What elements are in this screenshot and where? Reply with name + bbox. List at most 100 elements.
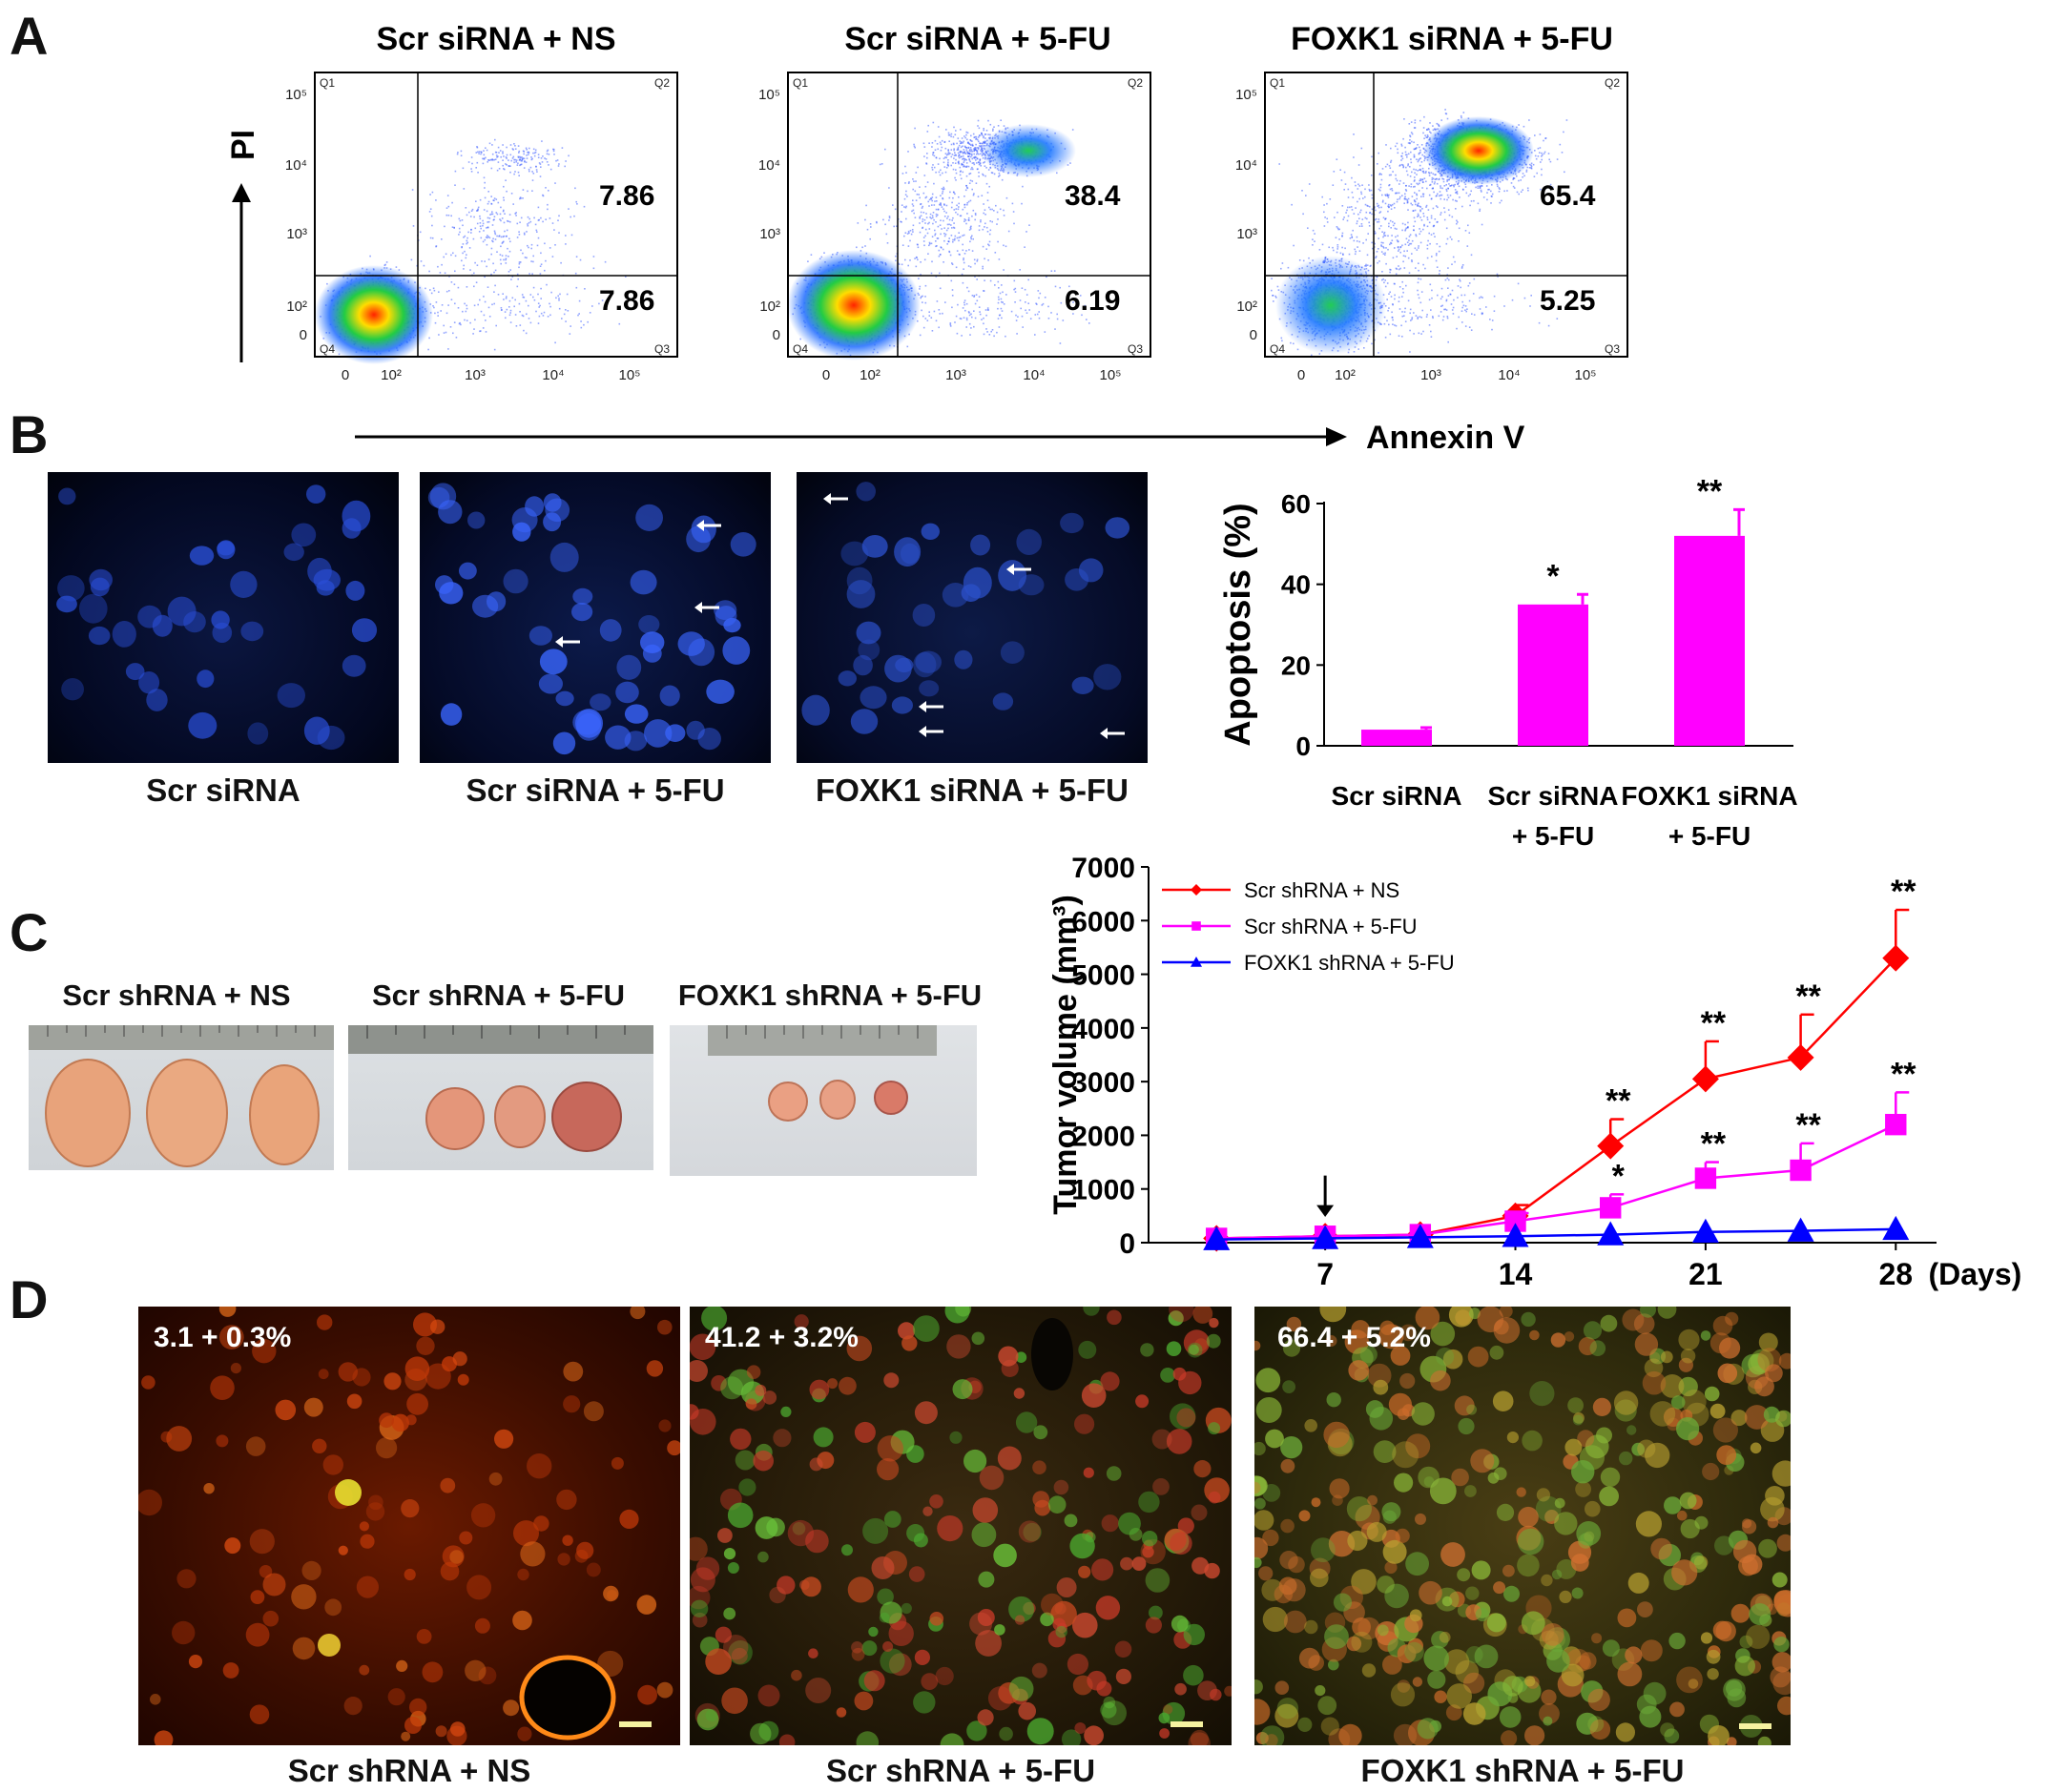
event-dot xyxy=(958,206,960,208)
event-dot xyxy=(906,233,909,235)
event-dot xyxy=(517,278,519,280)
event-dot xyxy=(450,281,453,283)
event-dot xyxy=(484,300,487,303)
event-dot xyxy=(955,266,958,269)
event-dot xyxy=(968,312,970,314)
event-dot xyxy=(962,235,963,237)
event-dot xyxy=(1347,351,1350,354)
event-dot xyxy=(524,160,526,163)
event-dot xyxy=(914,146,916,149)
event-dot xyxy=(907,230,910,233)
event-dot xyxy=(477,172,479,174)
event-dot xyxy=(528,318,530,319)
event-dot xyxy=(869,237,871,240)
event-dot xyxy=(919,334,922,337)
event-dot xyxy=(974,276,976,278)
event-dot xyxy=(920,274,922,276)
event-dot xyxy=(477,303,479,306)
event-dot xyxy=(1422,132,1424,134)
event-dot xyxy=(506,157,508,159)
event-dot xyxy=(509,144,512,146)
event-dot xyxy=(525,299,528,302)
event-dot xyxy=(912,188,914,191)
event-dot xyxy=(980,150,982,152)
event-dot xyxy=(502,236,505,238)
event-dot xyxy=(531,190,533,192)
event-dot xyxy=(928,244,930,247)
event-dot xyxy=(942,248,944,251)
event-dot xyxy=(971,188,973,191)
event-dot xyxy=(483,230,485,232)
event-dot xyxy=(953,191,955,194)
event-dot xyxy=(505,163,507,165)
event-dot xyxy=(502,210,505,213)
event-dot xyxy=(1336,251,1338,254)
event-dot xyxy=(1438,195,1440,197)
event-dot xyxy=(523,232,526,235)
event-dot xyxy=(518,266,520,269)
event-dot xyxy=(1389,167,1392,169)
event-dot xyxy=(1525,171,1528,173)
event-dot xyxy=(1547,153,1550,154)
event-dot xyxy=(935,171,937,174)
event-dot xyxy=(966,203,968,206)
event-dot xyxy=(978,172,980,174)
event-dot xyxy=(568,154,570,157)
event-dot xyxy=(1430,132,1432,134)
event-dot xyxy=(943,204,945,206)
event-dot xyxy=(533,152,536,154)
event-dot xyxy=(452,252,454,255)
event-dot xyxy=(532,255,534,257)
event-dot xyxy=(908,181,910,183)
event-dot xyxy=(511,297,514,299)
event-dot xyxy=(1414,119,1417,121)
event-dot xyxy=(1413,141,1415,144)
event-dot xyxy=(904,232,907,234)
event-dot xyxy=(986,331,988,333)
event-dot xyxy=(949,325,952,327)
event-dot xyxy=(519,155,521,158)
event-dot xyxy=(924,318,927,319)
event-dot xyxy=(445,214,448,216)
event-dot xyxy=(931,236,934,237)
event-dot xyxy=(545,158,548,160)
event-dot xyxy=(1341,246,1343,249)
event-dot xyxy=(951,289,954,291)
event-dot xyxy=(478,151,481,153)
event-dot xyxy=(976,258,979,261)
event-dot xyxy=(326,282,328,285)
event-dot xyxy=(1002,301,1004,303)
event-dot xyxy=(482,157,484,160)
event-dot xyxy=(475,167,477,169)
event-dot xyxy=(955,158,957,161)
event-dot xyxy=(927,200,929,203)
event-dot xyxy=(550,291,552,294)
event-dot xyxy=(1375,257,1377,259)
event-dot xyxy=(924,235,926,237)
event-dot xyxy=(979,163,982,165)
event-dot xyxy=(542,155,544,157)
event-dot xyxy=(971,235,973,237)
event-dot xyxy=(919,186,921,188)
event-dot xyxy=(882,218,884,221)
event-dot xyxy=(493,291,495,293)
event-dot xyxy=(974,213,977,215)
event-dot xyxy=(1406,174,1409,176)
event-dot xyxy=(893,225,895,228)
event-dot xyxy=(544,242,546,245)
event-dot xyxy=(965,162,968,164)
event-dot xyxy=(969,173,972,175)
event-dot xyxy=(977,148,980,151)
event-dot xyxy=(484,181,486,184)
event-dot xyxy=(470,210,473,212)
event-dot xyxy=(507,219,508,222)
event-dot xyxy=(985,130,988,132)
event-dot xyxy=(508,250,511,253)
event-dot xyxy=(952,162,954,164)
event-dot xyxy=(570,325,571,327)
event-dot xyxy=(967,165,970,168)
event-dot xyxy=(884,148,886,151)
event-dot xyxy=(986,199,989,201)
event-dot xyxy=(981,142,983,145)
event-dot xyxy=(978,153,980,155)
